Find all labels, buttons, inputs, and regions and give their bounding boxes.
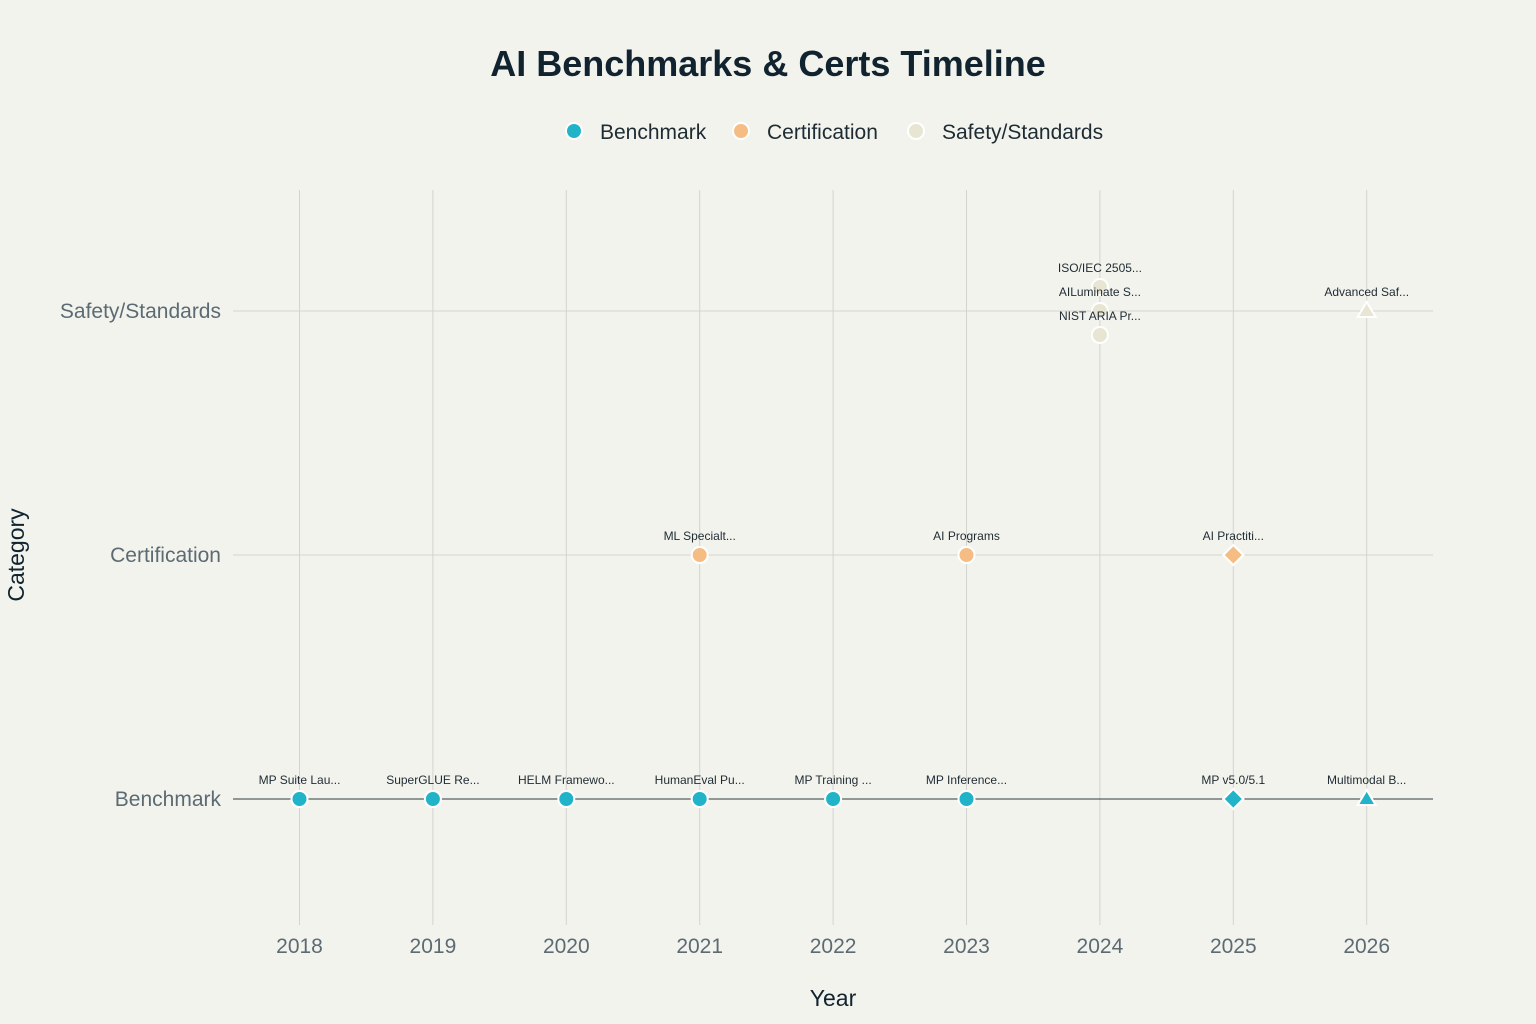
- point-certification-9[interactable]: [957, 546, 976, 564]
- x-tick-label-2019: 2019: [410, 935, 457, 958]
- legend-item-certification[interactable]: Certification: [732, 121, 878, 144]
- grid-layer: [233, 190, 1433, 925]
- marks-layer: [290, 278, 1378, 811]
- x-tick-label-2018: 2018: [276, 935, 323, 958]
- point-safety-standards-14[interactable]: [1355, 300, 1378, 318]
- point-label-11: ISO/IEC 2505...: [1058, 261, 1142, 275]
- x-tick-label-2025: 2025: [1210, 935, 1257, 958]
- y-tick-label-certification: Certification: [110, 544, 221, 567]
- y-tick-label-benchmark: Benchmark: [115, 788, 222, 811]
- legend[interactable]: Benchmark Certification Safety/Standards: [565, 121, 1103, 144]
- point-benchmark-3[interactable]: [690, 790, 709, 808]
- point-label-9: AI Programs: [933, 529, 1000, 543]
- point-benchmark-0[interactable]: [290, 790, 309, 808]
- point-benchmark-7[interactable]: [1355, 788, 1378, 806]
- point-benchmark-4[interactable]: [824, 790, 843, 808]
- point-label-2: HELM Framewo...: [518, 773, 615, 787]
- point-safety-standards-13[interactable]: [1090, 326, 1109, 344]
- point-label-10: AI Practiti...: [1203, 529, 1264, 543]
- point-label-4: MP Training ...: [795, 773, 872, 787]
- legend-marker-benchmark: [565, 122, 583, 140]
- legend-label-certification: Certification: [767, 121, 878, 144]
- x-tick-label-2021: 2021: [676, 935, 723, 958]
- x-tick-label-2020: 2020: [543, 935, 590, 958]
- point-label-6: MP v5.0/5.1: [1201, 773, 1265, 787]
- point-label-12: AILuminate S...: [1059, 285, 1141, 299]
- legend-item-safety-standards[interactable]: Safety/Standards: [907, 121, 1103, 144]
- x-tick-label-2024: 2024: [1077, 935, 1124, 958]
- legend-label-benchmark: Benchmark: [600, 121, 707, 144]
- y-axis-title: Category: [3, 508, 29, 602]
- point-label-14: Advanced Saf...: [1324, 285, 1409, 299]
- y-tick-label-safety-standards: Safety/Standards: [60, 300, 221, 323]
- point-label-0: MP Suite Lau...: [259, 773, 341, 787]
- point-certification-8[interactable]: [690, 546, 709, 564]
- legend-label-safety-standards: Safety/Standards: [942, 121, 1103, 144]
- legend-item-benchmark[interactable]: Benchmark: [565, 121, 707, 144]
- legend-marker-certification: [732, 122, 750, 140]
- x-tick-label-2022: 2022: [810, 935, 857, 958]
- point-safety-standards-12[interactable]: [1090, 302, 1109, 320]
- point-label-1: SuperGLUE Re...: [386, 773, 479, 787]
- point-benchmark-2[interactable]: [557, 790, 576, 808]
- point-benchmark-1[interactable]: [423, 790, 442, 808]
- x-axis-title: Year: [810, 985, 857, 1011]
- point-safety-standards-11[interactable]: [1090, 278, 1109, 296]
- point-benchmark-5[interactable]: [957, 790, 976, 808]
- point-label-13: NIST ARIA Pr...: [1059, 309, 1141, 323]
- point-benchmark-6[interactable]: [1221, 787, 1245, 811]
- x-tick-label-2023: 2023: [943, 935, 990, 958]
- point-certification-10[interactable]: [1221, 543, 1245, 567]
- point-label-3: HumanEval Pu...: [655, 773, 745, 787]
- chart-title: AI Benchmarks & Certs Timeline: [490, 43, 1046, 84]
- x-tick-label-2026: 2026: [1343, 935, 1390, 958]
- point-label-8: ML Specialt...: [664, 529, 736, 543]
- point-label-7: Multimodal B...: [1327, 773, 1406, 787]
- point-label-5: MP Inference...: [926, 773, 1007, 787]
- labels-layer: MP Suite Lau... SuperGLUE Re... HELM Frame…: [259, 261, 1409, 787]
- legend-marker-safety-standards: [907, 122, 925, 140]
